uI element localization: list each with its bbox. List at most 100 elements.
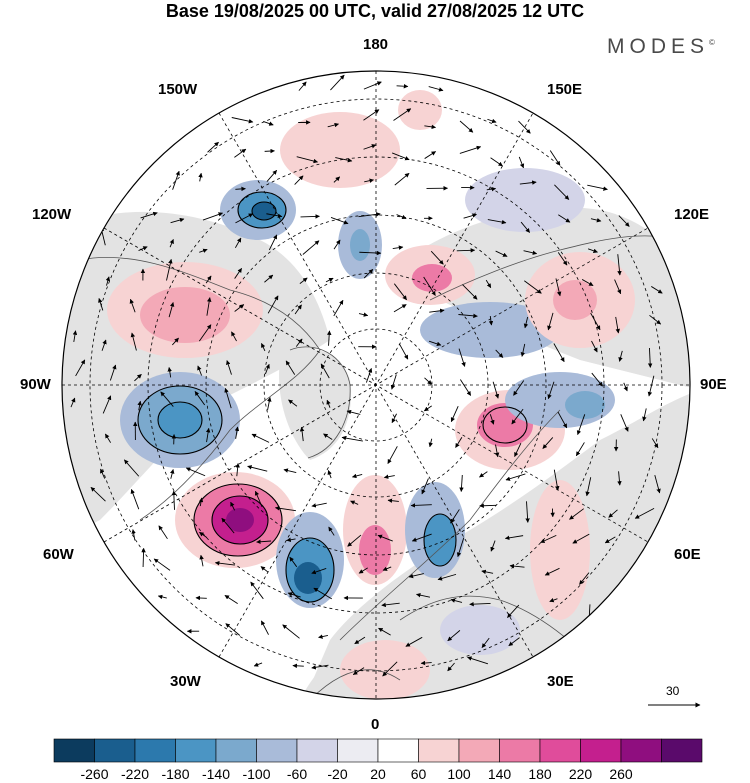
anomaly-bering-pos — [280, 112, 400, 188]
wind-vector — [185, 467, 206, 477]
wind-vector — [140, 211, 158, 219]
contour-hudson-inner — [157, 401, 203, 439]
wind-vector — [647, 375, 655, 397]
wind-vector — [341, 435, 363, 442]
wind-vector — [296, 156, 319, 164]
wind-vector — [428, 86, 444, 92]
wind-vector — [160, 391, 174, 407]
wind-vector — [490, 540, 496, 552]
wind-vector — [221, 517, 235, 534]
colorbar-swatch — [539, 738, 581, 763]
wind-vector — [463, 213, 477, 219]
wind-vector — [235, 186, 246, 192]
wind-vector — [234, 237, 242, 249]
wind-vector — [299, 277, 308, 284]
wind-vector — [323, 433, 333, 440]
wind-vector — [70, 397, 76, 408]
anomaly-east-siberia-neg — [420, 302, 560, 358]
wind-vector — [333, 299, 344, 317]
wind-vector — [274, 506, 296, 512]
wind-vector — [421, 478, 429, 495]
wind-vector — [495, 250, 508, 257]
contour-scandinavia — [423, 513, 457, 567]
wind-vector — [492, 381, 500, 399]
wind-vector — [198, 324, 212, 342]
brand-logo: MODES© — [607, 35, 715, 59]
wind-vector — [351, 473, 363, 479]
wind-vector — [134, 373, 142, 382]
wind-vector — [455, 437, 463, 448]
lon-label-0: 0 — [371, 716, 380, 733]
wind-vector — [194, 391, 206, 406]
wind-vector — [328, 526, 335, 536]
colorbar-swatch — [418, 738, 460, 763]
wind-vector — [424, 377, 433, 385]
wind-vector — [591, 340, 598, 353]
wind-vector — [318, 634, 328, 639]
wind-vector — [364, 178, 374, 183]
wind-vector — [263, 121, 274, 126]
wind-vector — [469, 601, 491, 607]
map-border — [61, 70, 691, 700]
colorbar-swatch — [94, 738, 136, 763]
colorbar-tick-label: 180 — [528, 766, 552, 782]
wind-vector — [513, 380, 525, 396]
wind-vector — [450, 405, 459, 423]
colorbar-swatch — [53, 738, 95, 763]
wind-vector — [495, 349, 504, 358]
wind-vector — [199, 248, 208, 253]
wind-vector — [511, 408, 524, 425]
wind-vector — [231, 117, 254, 124]
wind-vector — [649, 314, 662, 325]
wind-vector — [231, 331, 237, 342]
wind-vector — [447, 630, 461, 642]
wind-vector — [614, 279, 622, 295]
wind-vector — [325, 277, 334, 283]
wind-vector — [137, 400, 142, 411]
wind-vector — [490, 157, 503, 167]
wind-vector — [172, 337, 179, 346]
wind-vector — [576, 414, 586, 436]
wind-vector — [251, 433, 270, 443]
wind-vector — [169, 239, 174, 248]
wind-vector — [326, 330, 332, 346]
wind-vector — [253, 662, 263, 667]
wind-vector — [247, 465, 268, 472]
wind-vector — [224, 387, 232, 409]
wind-vector — [581, 279, 594, 286]
wind-vector — [264, 148, 275, 154]
wind-vector — [105, 276, 111, 286]
contour-nw-pacific-inner — [251, 201, 277, 221]
wind-vector — [205, 427, 211, 443]
wind-vector — [170, 469, 175, 479]
wind-vector — [393, 304, 407, 313]
wind-vector — [381, 602, 400, 608]
wind-vector — [479, 471, 488, 478]
wind-vector — [327, 122, 340, 128]
wind-vector — [459, 474, 464, 492]
wind-vector — [294, 304, 302, 315]
wind-vector — [447, 662, 455, 672]
coastline-siberia — [429, 235, 681, 301]
anomaly-caspian-pos — [530, 480, 590, 620]
wind-vector — [450, 509, 460, 524]
coastline-north-america — [79, 257, 321, 521]
wind-vector — [486, 186, 497, 192]
wind-vector — [520, 221, 531, 233]
wind-vector — [487, 219, 507, 225]
wind-vector — [396, 83, 409, 89]
wind-vector — [260, 620, 269, 635]
wind-vector — [287, 592, 301, 598]
wind-vector — [358, 312, 369, 317]
wind-vector — [405, 636, 423, 647]
wind-vector — [575, 442, 585, 457]
wind-vector — [423, 405, 432, 412]
wind-vector — [416, 592, 431, 598]
wind-vector — [557, 252, 568, 266]
wind-vector — [358, 567, 368, 574]
wind-vector — [572, 533, 590, 544]
anomaly-mongolia-pos-core — [553, 280, 597, 320]
wind-vector — [524, 280, 542, 294]
wind-vector — [459, 120, 474, 133]
colorbar-swatch — [134, 738, 176, 763]
